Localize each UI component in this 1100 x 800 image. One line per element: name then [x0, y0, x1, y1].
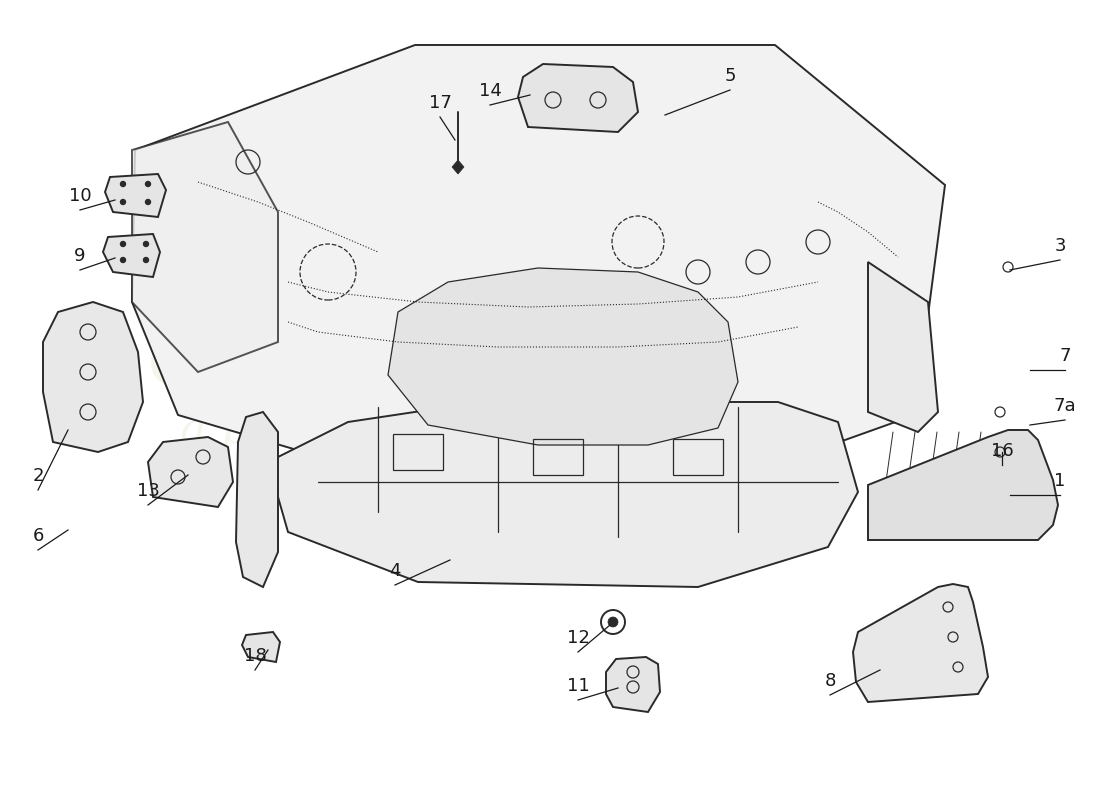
Bar: [673, 439, 723, 475]
Circle shape: [145, 199, 151, 205]
Circle shape: [145, 182, 151, 186]
Text: 10: 10: [68, 187, 91, 205]
Polygon shape: [103, 234, 160, 277]
Polygon shape: [132, 45, 945, 472]
Text: a passion for parts: a passion for parts: [179, 409, 601, 451]
Text: 17: 17: [429, 94, 451, 112]
Polygon shape: [518, 64, 638, 132]
Text: 7a: 7a: [1054, 397, 1076, 415]
Text: europ: europ: [146, 290, 553, 410]
Text: 16: 16: [991, 442, 1013, 460]
Text: 7: 7: [1059, 347, 1070, 365]
Polygon shape: [606, 657, 660, 712]
Circle shape: [121, 242, 125, 246]
Text: 2: 2: [32, 467, 44, 485]
Text: 11: 11: [566, 677, 590, 695]
Text: 3: 3: [1054, 237, 1066, 255]
Polygon shape: [132, 122, 278, 372]
Polygon shape: [268, 402, 858, 587]
Polygon shape: [43, 302, 143, 452]
Bar: [393, 434, 443, 470]
Circle shape: [143, 242, 148, 246]
Circle shape: [608, 617, 618, 627]
Text: 1: 1: [1054, 472, 1066, 490]
Polygon shape: [388, 268, 738, 445]
Circle shape: [143, 258, 148, 262]
Polygon shape: [104, 174, 166, 217]
Text: 12: 12: [566, 629, 590, 647]
Polygon shape: [236, 412, 278, 587]
Circle shape: [121, 182, 125, 186]
Polygon shape: [242, 632, 280, 662]
Polygon shape: [452, 160, 464, 174]
Text: 8: 8: [824, 672, 836, 690]
Text: 14: 14: [478, 82, 502, 100]
Bar: [534, 439, 583, 475]
Text: 18: 18: [243, 647, 266, 665]
Text: 9: 9: [75, 247, 86, 265]
Polygon shape: [868, 262, 938, 432]
Circle shape: [121, 199, 125, 205]
Polygon shape: [148, 437, 233, 507]
Text: 6: 6: [32, 527, 44, 545]
Text: 5: 5: [724, 67, 736, 85]
Text: 13: 13: [136, 482, 160, 500]
Circle shape: [121, 258, 125, 262]
Polygon shape: [868, 430, 1058, 540]
Text: 4: 4: [389, 562, 400, 580]
Polygon shape: [852, 584, 988, 702]
